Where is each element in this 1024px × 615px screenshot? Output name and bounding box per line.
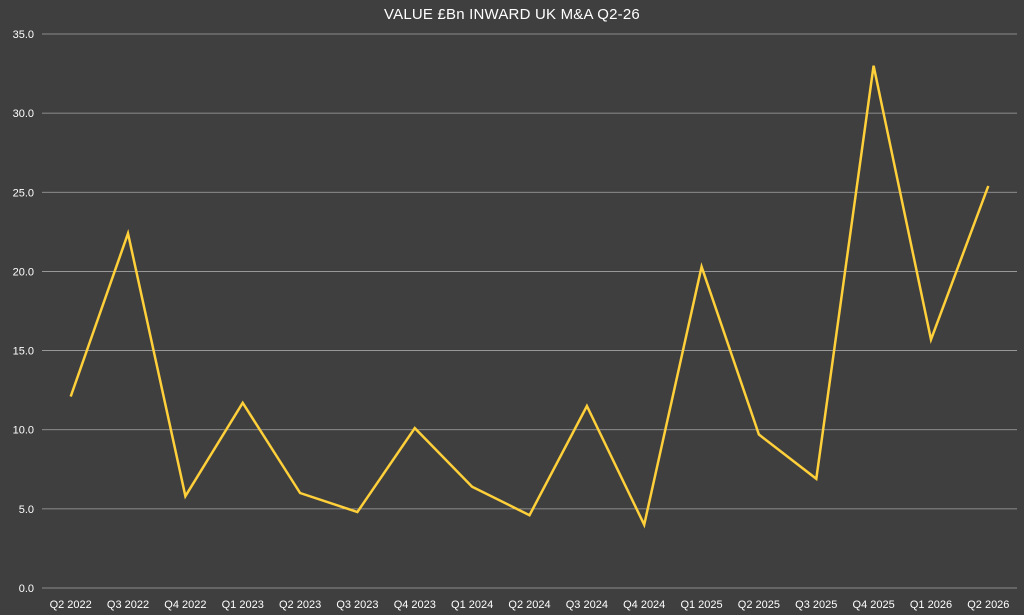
y-tick-label: 25.0 (13, 187, 34, 199)
chart-title: VALUE £Bn INWARD UK M&A Q2-26 (384, 6, 640, 23)
y-tick-label: 20.0 (13, 266, 34, 278)
x-tick-label: Q1 2024 (451, 599, 493, 611)
y-tick-label: 10.0 (13, 425, 34, 437)
x-tick-label: Q2 2022 (50, 599, 92, 611)
x-tick-label: Q2 2023 (279, 599, 321, 611)
x-tick-label: Q2 2026 (967, 599, 1009, 611)
x-tick-label: Q2 2025 (738, 599, 780, 611)
x-tick-label: Q3 2024 (566, 599, 608, 611)
series-line (69, 65, 990, 529)
x-tick-label: Q3 2023 (336, 599, 378, 611)
x-tick-label: Q3 2022 (107, 599, 149, 611)
x-tick-label: Q3 2025 (795, 599, 837, 611)
x-tick-label: Q4 2024 (623, 599, 665, 611)
x-tick-label: Q4 2023 (394, 599, 436, 611)
y-tick-label: 35.0 (13, 29, 34, 41)
x-tick-label: Q1 2026 (910, 599, 952, 611)
x-tick-label: Q1 2023 (222, 599, 264, 611)
y-tick-label: 15.0 (13, 346, 34, 358)
y-tick-label: 0.0 (19, 583, 34, 595)
y-tick-label: 5.0 (19, 504, 34, 516)
x-tick-label: Q4 2025 (853, 599, 895, 611)
x-tick-label: Q2 2024 (508, 599, 550, 611)
x-tick-label: Q1 2025 (680, 599, 722, 611)
y-tick-label: 30.0 (13, 108, 34, 120)
x-tick-label: Q4 2022 (164, 599, 206, 611)
